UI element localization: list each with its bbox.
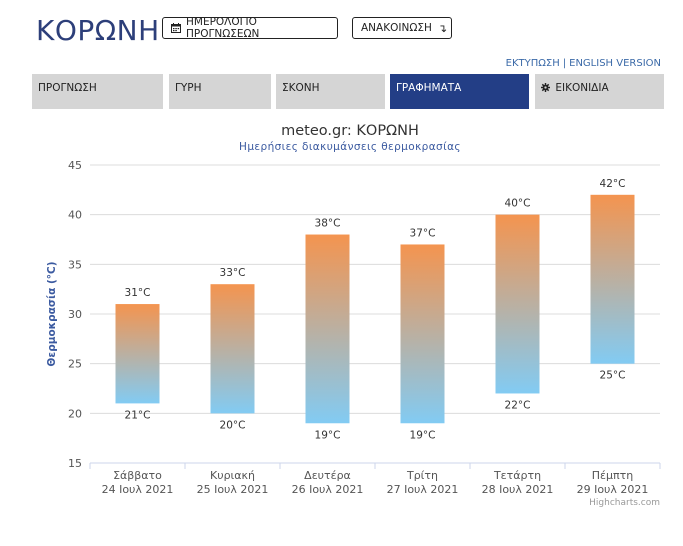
arrow-down-icon: ↴ — [437, 21, 448, 35]
calendar-icon — [171, 23, 181, 33]
forecast-calendar-label: ΗΜΕΡΟΛΟΓΙΟ ΠΡΟΓΝΩΣΕΩΝ — [186, 16, 260, 40]
y-tick-label: 20 — [68, 407, 82, 420]
x-tick-date-label: 29 Ιουλ 2021 — [577, 483, 649, 496]
main-tabs: ΠΡΟΓΝΩΣΗ ΓΥΡΗ ΣΚΟΝΗ ΓΡΑΦΗΜΑΤΑ ΕΙΚΟΝΙΔΙΑ — [32, 74, 664, 109]
x-tick-day-label: Τετάρτη — [493, 469, 541, 482]
chart-subtitle: Ημερήσιες διακυμάνσεις θερμοκρασίας — [239, 141, 461, 153]
temperature-range-bar[interactable] — [400, 244, 445, 424]
top-links: ΕΚΤΥΠΩΣΗ | ENGLISH VERSION — [506, 58, 661, 69]
high-temperature-label: 42°C — [600, 178, 626, 190]
x-tick-date-label: 27 Ιουλ 2021 — [387, 483, 459, 496]
tab-icons[interactable]: ΕΙΚΟΝΙΔΙΑ — [535, 74, 664, 109]
temperature-range-bar[interactable] — [115, 304, 160, 404]
high-temperature-label: 40°C — [505, 198, 531, 210]
announcement-label: ΑΝΑΚΟΙΝΩΣΗ — [361, 22, 432, 34]
link-separator: | — [562, 58, 567, 69]
tab-dust[interactable]: ΣΚΟΝΗ — [276, 74, 385, 109]
temperature-range-bar[interactable] — [495, 214, 540, 394]
y-tick-label: 15 — [68, 457, 82, 470]
english-version-link[interactable]: ENGLISH VERSION — [569, 58, 661, 69]
tab-label: ΓΡΑΦΗΜΑΤΑ — [396, 82, 462, 94]
x-tick-date-label: 26 Ιουλ 2021 — [292, 483, 364, 496]
x-tick-day-label: Τρίτη — [406, 469, 438, 482]
tab-label: ΓΥΡΗ — [175, 82, 202, 94]
temperature-range-bar[interactable] — [210, 284, 255, 414]
x-tick-day-label: Δευτέρα — [304, 469, 351, 482]
x-tick-date-label: 25 Ιουλ 2021 — [197, 483, 269, 496]
low-temperature-label: 22°C — [505, 399, 531, 411]
high-temperature-label: 31°C — [125, 287, 151, 299]
announcement-button[interactable]: ΑΝΑΚΟΙΝΩΣΗ ↴ — [352, 17, 452, 39]
chart-credits[interactable]: Highcharts.com — [589, 498, 660, 508]
tab-label: ΕΙΚΟΝΙΔΙΑ — [555, 82, 609, 94]
y-tick-label: 30 — [68, 308, 82, 321]
x-tick-date-label: 28 Ιουλ 2021 — [482, 483, 554, 496]
low-temperature-label: 19°C — [315, 429, 341, 441]
x-tick-day-label: Κυριακή — [210, 469, 255, 482]
temperature-range-bar[interactable] — [590, 194, 635, 364]
high-temperature-label: 37°C — [410, 227, 436, 239]
y-axis-title: Θερμοκρασία (°C) — [46, 261, 58, 366]
tab-label: ΠΡΟΓΝΩΣΗ — [38, 82, 97, 94]
high-temperature-label: 38°C — [315, 218, 341, 230]
temperature-range-bar[interactable] — [305, 234, 350, 424]
tab-label: ΣΚΟΝΗ — [282, 82, 320, 94]
forecast-calendar-button[interactable]: ΗΜΕΡΟΛΟΓΙΟ ΠΡΟΓΝΩΣΕΩΝ — [162, 16, 338, 40]
low-temperature-label: 21°C — [125, 409, 151, 421]
tab-charts[interactable]: ΓΡΑΦΗΜΑΤΑ — [390, 74, 529, 109]
y-tick-label: 35 — [68, 258, 82, 271]
x-tick-date-label: 24 Ιουλ 2021 — [102, 483, 174, 496]
tab-pollen[interactable]: ΓΥΡΗ — [169, 74, 271, 109]
low-temperature-label: 25°C — [600, 370, 626, 382]
print-link[interactable]: ΕΚΤΥΠΩΣΗ — [505, 58, 560, 69]
y-tick-label: 40 — [68, 209, 82, 222]
x-tick-day-label: Σάββατο — [113, 469, 162, 482]
page-title: ΚΟΡΩΝΗ — [36, 14, 160, 47]
y-tick-label: 45 — [68, 159, 82, 172]
high-temperature-label: 33°C — [220, 267, 246, 279]
tab-forecast[interactable]: ΠΡΟΓΝΩΣΗ — [32, 74, 163, 109]
low-temperature-label: 19°C — [410, 429, 436, 441]
y-tick-label: 25 — [68, 358, 82, 371]
chart-title: meteo.gr: ΚΟΡΩΝΗ — [281, 123, 419, 139]
x-tick-day-label: Πέμπτη — [592, 469, 633, 482]
gear-icon — [541, 82, 550, 94]
low-temperature-label: 20°C — [220, 419, 246, 431]
